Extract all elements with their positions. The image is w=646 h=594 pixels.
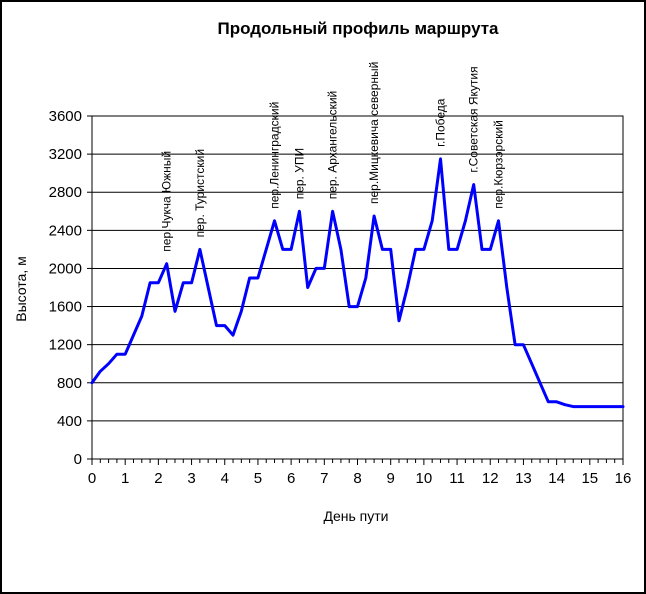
- x-tick-label: 8: [353, 470, 361, 487]
- x-tick-label: 5: [254, 470, 262, 487]
- x-tick-label: 12: [482, 470, 499, 487]
- y-tick-label: 400: [57, 413, 82, 430]
- x-tick-label: 16: [615, 470, 632, 487]
- x-tick-label: 14: [548, 470, 565, 487]
- x-tick-label: 15: [581, 470, 598, 487]
- x-tick-label: 9: [387, 470, 395, 487]
- x-tick-label: 11: [449, 470, 465, 487]
- peak-annotation: пер. УПИ: [292, 148, 306, 199]
- peak-annotation: г.Советская Якутия: [467, 66, 481, 172]
- y-tick-label: 3200: [49, 146, 82, 163]
- x-tick-labels: 0 1 2 3 4 5 6 7 8 9 10 11 12 13 14 15 16: [88, 470, 632, 487]
- series-line: [90, 157, 625, 409]
- y-tick-label: 3600: [49, 108, 82, 125]
- x-tick-label: 10: [416, 470, 433, 487]
- annotations: пер.Чукча Южный пер. Туристский пер.Ленинг…: [160, 62, 506, 252]
- y-tick-label: 2800: [49, 184, 82, 201]
- x-tick-label: 4: [221, 470, 229, 487]
- x-tick-label: 13: [515, 470, 532, 487]
- peak-annotation: пер. Туристский: [193, 149, 207, 237]
- peak-annotation: пер.Ленинградский: [268, 102, 282, 209]
- series-group: [90, 157, 625, 409]
- y-tick-label: 2400: [49, 222, 82, 239]
- peak-annotation: г.Победа: [434, 98, 448, 147]
- y-tick-label: 800: [57, 375, 82, 392]
- y-tick-label: 1200: [49, 337, 82, 354]
- x-axis-title: День пути: [324, 508, 389, 524]
- x-tick-label: 2: [154, 470, 162, 487]
- peak-annotation: пер.Чукча Южный: [160, 151, 174, 252]
- axes: [87, 115, 624, 465]
- y-tick-labels: 0 400 800 1200 1600 2000 2400 2800 3200 3600: [49, 108, 82, 468]
- y-tick-label: 0: [74, 451, 82, 468]
- x-tick-label: 0: [88, 470, 96, 487]
- x-tick-label: 7: [320, 470, 328, 487]
- x-tick-label: 1: [121, 470, 129, 487]
- x-tick-label: 3: [187, 470, 195, 487]
- y-axis-title: Высота, м: [13, 256, 29, 321]
- y-tick-label: 1600: [49, 299, 82, 316]
- peak-annotation: пер.Мицкевича северный: [367, 62, 381, 204]
- peak-annotation: пер.Кюрзэрский: [492, 120, 506, 209]
- chart-title: Продольный профиль маршрута: [217, 19, 499, 38]
- peak-annotation: пер. Архангельский: [326, 91, 340, 200]
- y-tick-label: 2000: [49, 260, 82, 277]
- x-tick-label: 6: [287, 470, 295, 487]
